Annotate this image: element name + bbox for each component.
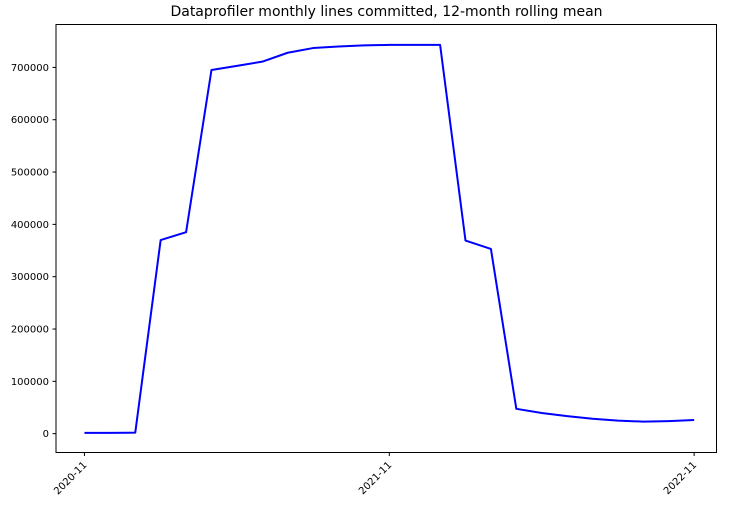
y-tick-label: 500000 <box>11 168 49 179</box>
y-tick-label: 0 <box>43 429 49 440</box>
y-tick-label: 200000 <box>11 325 49 336</box>
y-tick-label: 400000 <box>11 220 49 231</box>
chart-title: Dataprofiler monthly lines committed, 12… <box>170 4 603 20</box>
y-tick-label: 600000 <box>11 115 49 126</box>
series-line <box>84 43 695 434</box>
x-tick-label: 2022-11 <box>662 460 699 497</box>
x-tick-label: 2021-11 <box>357 460 394 497</box>
y-tick-label: 300000 <box>11 272 49 283</box>
x-tick-label: 2020-11 <box>52 460 89 497</box>
axes-spines <box>55 24 717 453</box>
y-tick-label: 100000 <box>11 377 49 388</box>
y-tick-label: 700000 <box>11 63 49 74</box>
